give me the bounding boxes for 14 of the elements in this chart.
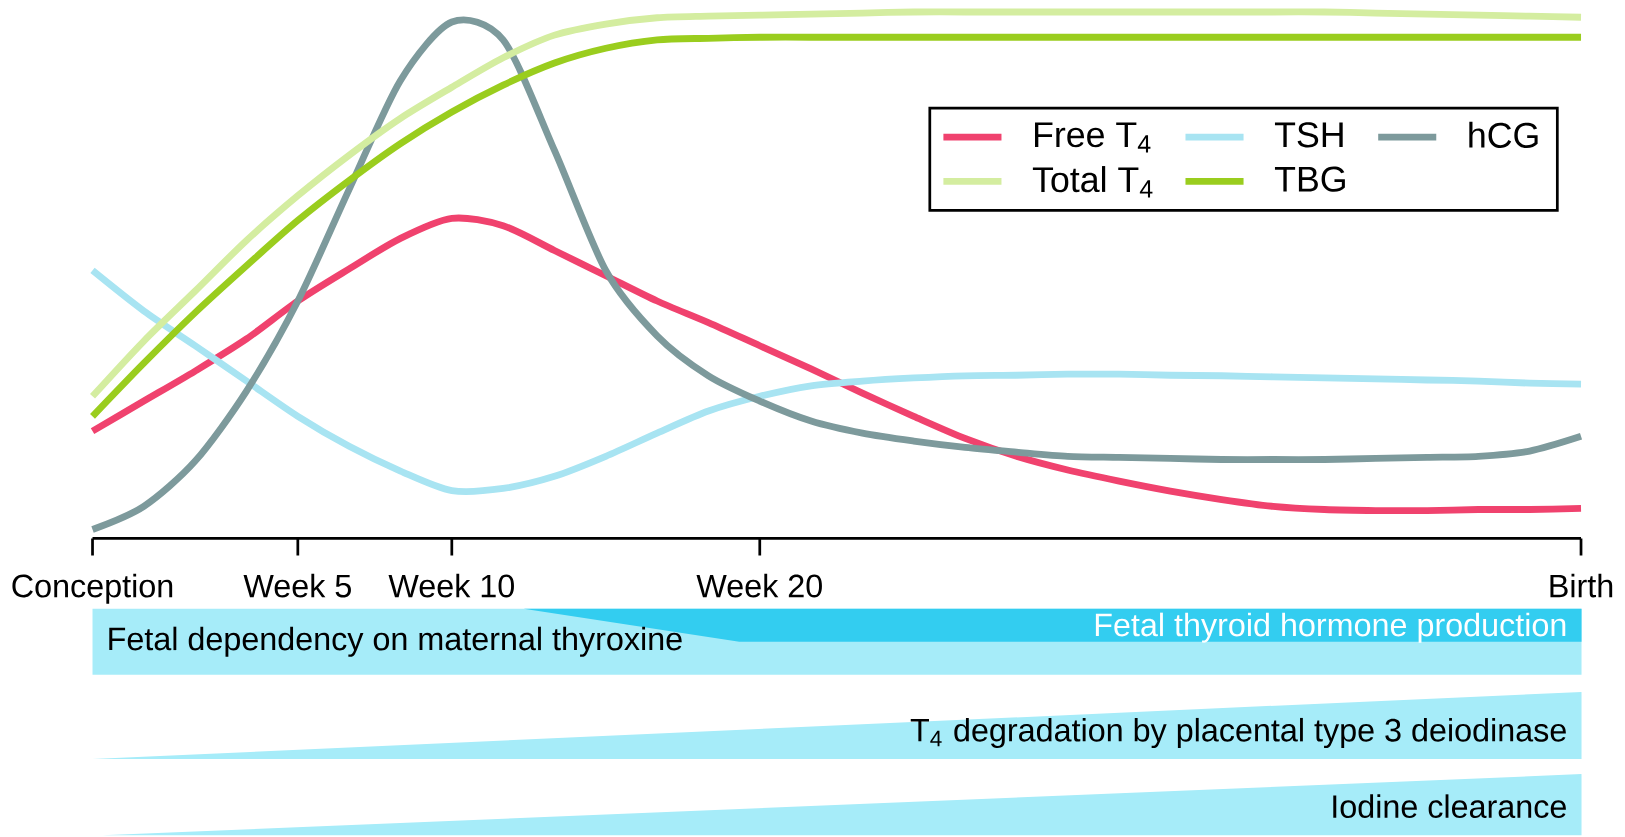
- x-tick-label: Week 5: [243, 573, 351, 598]
- text: Fetal dependency on maternal thyroxine: [109, 626, 682, 657]
- text: Iodine clearance: [1333, 794, 1566, 818]
- x-tick-label: Week 20: [696, 573, 822, 598]
- x-tick-label: Week 10: [388, 573, 514, 598]
- text: Fetal thyroid hormone production: [1095, 612, 1566, 643]
- text: T$_{4}$ degradation by placental type 3 deiodinase: [910, 717, 1566, 748]
- legend-label: Free T$_{4}$: [1035, 122, 1151, 153]
- legend-label: Total T$_{4}$: [1032, 165, 1153, 198]
- legend-label: TBG: [1274, 166, 1345, 192]
- x-tick-label: Birth: [1550, 573, 1613, 598]
- legend-label: TSH: [1274, 122, 1343, 148]
- legend-label: hCG: [1469, 121, 1538, 148]
- x-tick-label: Conception: [12, 573, 173, 604]
